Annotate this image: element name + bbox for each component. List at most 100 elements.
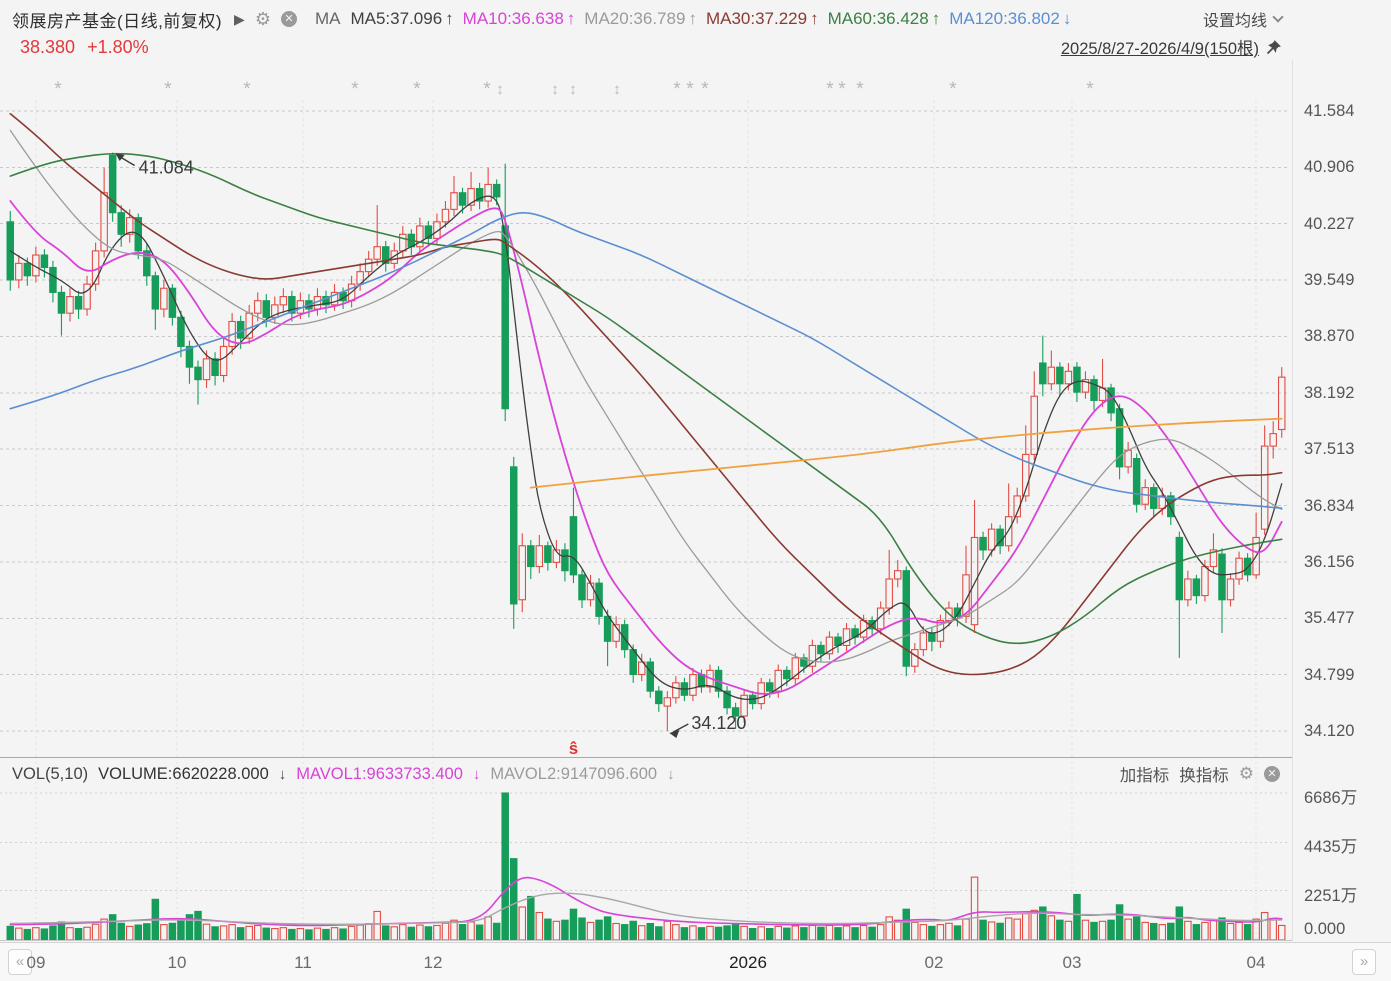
price-axis-label: 37.513 [1304, 440, 1355, 459]
volume-bar-up [825, 924, 834, 941]
ma-trend-arrow: ↓ [1062, 9, 1072, 28]
split-updown-icon[interactable]: ↕ [613, 81, 621, 98]
volume-bar-up [945, 922, 953, 941]
dividend-star-icon[interactable]: * [351, 79, 359, 100]
candle-down [569, 516, 578, 576]
volume-bar-down [629, 920, 637, 941]
dividend-star-icon[interactable]: * [673, 79, 681, 100]
ma-settings-button[interactable]: 设置均线 [1202, 7, 1284, 31]
volume-bar-up [1226, 922, 1235, 941]
volume-chart-canvas[interactable] [0, 757, 1292, 941]
gear-icon[interactable]: ⚙ [254, 8, 271, 29]
month-label-02: 02 [924, 953, 944, 972]
candle-down [492, 183, 501, 198]
volume-bar-up [791, 925, 800, 941]
add-indicator-button[interactable]: 加指标 [1119, 767, 1170, 785]
candle-up [484, 183, 492, 202]
volume-bar-down [1056, 919, 1064, 941]
split-updown-icon[interactable]: ↕ [496, 81, 504, 98]
volume-bar-down [800, 927, 808, 941]
volume-bar-up [202, 923, 211, 941]
volume-bar-down [407, 926, 416, 941]
candle-up [1021, 453, 1030, 497]
dividend-star-icon[interactable]: * [856, 79, 864, 100]
volume-bar-up [1081, 919, 1090, 941]
volume-bars-layer [6, 792, 1286, 941]
dividend-star-icon[interactable]: * [701, 79, 709, 100]
scroll-right-button[interactable]: » [1352, 949, 1376, 975]
ma-settings-label: 设置均线 [1202, 13, 1267, 30]
volume-bar-down [680, 927, 689, 941]
volume-bar-up [219, 925, 228, 941]
candle-up [66, 296, 74, 314]
month-label-03: 03 [1062, 953, 1082, 972]
volume-bar-down [143, 923, 151, 941]
pin-icon[interactable] [1265, 39, 1282, 56]
dividend-star-icon[interactable]: * [164, 79, 172, 100]
candle-down [620, 624, 629, 651]
dividend-star-icon[interactable]: * [838, 79, 846, 100]
candle-up [1201, 565, 1209, 597]
volume-bar-up [253, 924, 262, 941]
price-axis-label: 36.834 [1304, 496, 1355, 515]
ma-trend-arrow: ↑ [566, 9, 576, 28]
candle-up [689, 673, 697, 696]
candle-up [962, 574, 970, 617]
sell-marker[interactable]: ŝ [569, 739, 578, 757]
dividend-star-icon[interactable]: * [413, 79, 421, 100]
candle-up [1013, 495, 1021, 518]
date-range-link[interactable]: 2025/8/27-2026/4/9(150根) [1060, 40, 1259, 58]
split-updown-icon[interactable]: ↕ [551, 81, 559, 98]
volume-bar-up [518, 906, 527, 941]
candle-down [765, 682, 774, 692]
volume-bar-up [1158, 924, 1167, 941]
volume-bar-up [663, 920, 672, 941]
candle-down [424, 225, 433, 239]
pane-separator[interactable] [0, 757, 1292, 758]
volume-bar-down [288, 928, 296, 941]
switch-indicator-button[interactable]: 换指标 [1179, 767, 1229, 785]
volume-bar-down [194, 910, 202, 941]
dividend-star-icon[interactable]: * [483, 79, 491, 100]
dividend-star-icon[interactable]: * [826, 79, 834, 100]
volume-bar-up [390, 926, 399, 941]
volume-bar-down [1132, 916, 1141, 941]
month-label-12: 12 [423, 953, 443, 972]
volume-bar-down [108, 914, 117, 941]
volume-bar-down [305, 929, 313, 941]
candle-down [928, 632, 936, 642]
close-icon[interactable]: ✕ [280, 11, 297, 27]
volume-bar-up [356, 924, 364, 941]
candle-up [945, 607, 953, 622]
candle-up [1064, 370, 1073, 385]
candle-up [1158, 495, 1167, 509]
volume-bar-down [1175, 906, 1184, 941]
candle-up [663, 697, 672, 707]
candle-up [1260, 445, 1269, 530]
volume-bar-down [817, 926, 825, 941]
volume-bar-up [1021, 913, 1030, 941]
event-markers: * * * * * * * * * * * * * *↕ ↕ ↕ ↕ [54, 79, 1094, 100]
dividend-star-icon[interactable]: * [1086, 79, 1094, 100]
volume-bar-up [970, 876, 979, 941]
candle-down [1175, 536, 1184, 601]
candle-up [100, 192, 108, 252]
volume-bar-down [723, 925, 731, 941]
candle-up [919, 632, 928, 651]
play-icon[interactable]: ▶ [234, 10, 245, 27]
volume-bar-up [433, 924, 441, 941]
candle-up [774, 669, 783, 692]
volume-value: VOLUME:6620228.000 [98, 764, 269, 783]
volume-bar-down [262, 927, 271, 941]
dividend-star-icon[interactable]: * [54, 79, 62, 100]
split-updown-icon[interactable]: ↕ [569, 81, 577, 98]
scroll-left-button[interactable]: « [8, 949, 32, 975]
dividend-star-icon[interactable]: * [686, 79, 694, 100]
volume-gear-icon[interactable]: ⚙ [1238, 764, 1254, 783]
candle-down [578, 574, 586, 601]
month-gridlines [35, 100, 1257, 757]
dividend-star-icon[interactable]: * [243, 79, 251, 100]
volume-close-icon[interactable]: ✕ [1264, 766, 1280, 782]
dividend-star-icon[interactable]: * [949, 79, 957, 100]
